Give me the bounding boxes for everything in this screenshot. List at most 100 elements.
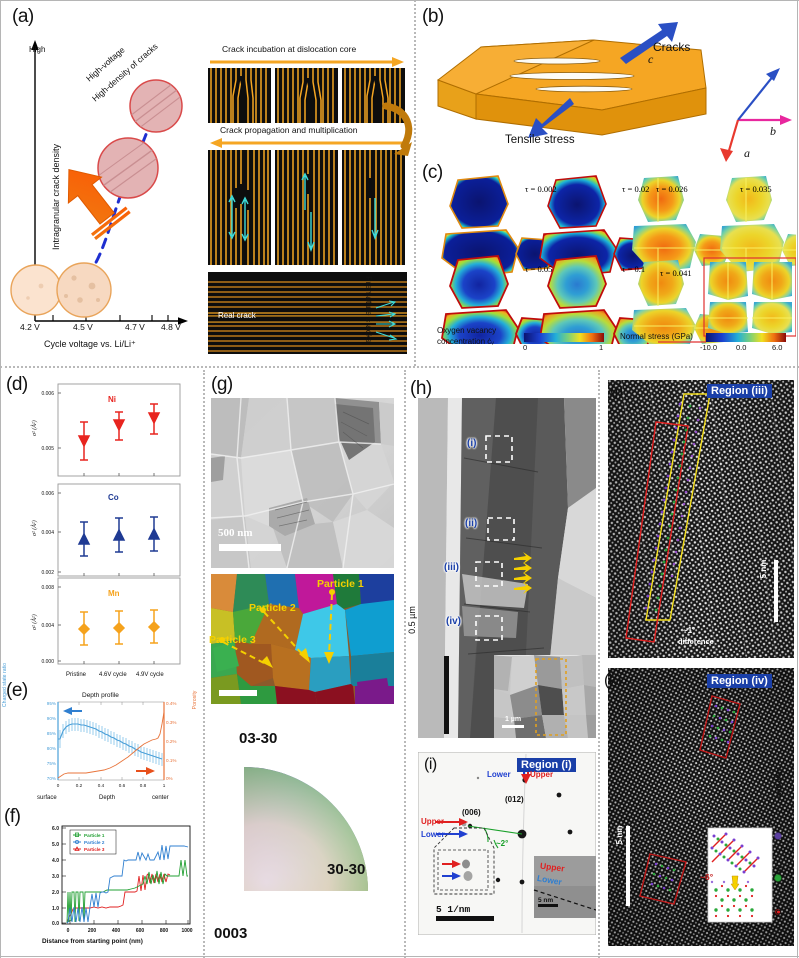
svg-text:0.4%: 0.4% — [166, 701, 176, 706]
panel-i-upper-label-top: Upper — [530, 770, 554, 779]
panel-h-inset — [494, 655, 596, 738]
panel-a-schematic-mid-title: Crack propagation and multiplication — [220, 125, 358, 135]
panel-i-diffraction — [418, 752, 596, 935]
panel-a-arrow-left — [210, 138, 404, 148]
panel-i-spot-012-label: (012) — [505, 795, 524, 804]
panel-e-chart: 95%90%85% 80%75%70% 0.4%0.3%0.2% 0.1%0% … — [47, 701, 177, 788]
svg-text:Mn: Mn — [108, 589, 120, 598]
panel-g-particle-2-label: Particle 2 — [249, 602, 296, 614]
panel-c-stress-tick-1: 0.0 — [736, 343, 747, 352]
panel-e-title: Depth profile — [82, 692, 119, 699]
panel-e-y-right-title: Porosity — [192, 690, 198, 710]
panel-d-xtick-1: 4.6V cycle — [99, 672, 127, 678]
svg-text:0.0: 0.0 — [52, 921, 59, 927]
panel-k-region-tag: Region (iv) — [707, 674, 772, 688]
panel-c-vacancy-colorbar — [524, 333, 604, 342]
panel-j-scale-bar-label: 5 nm — [759, 559, 768, 579]
panel-a-xtick-0: 4.2 V — [20, 322, 40, 332]
frame-right — [797, 0, 798, 958]
svg-text:1: 1 — [163, 783, 166, 788]
panel-a-schematic-top-title: Crack incubation at dislocation core — [222, 44, 357, 54]
svg-text:70%: 70% — [47, 776, 56, 781]
svg-text:0.000: 0.000 — [41, 659, 54, 665]
panel-d-chart: 0.006 0.005 σ² (Å²) Ni 0.006 0.004 0.00 — [30, 383, 181, 665]
panel-i-lower-label-top: Lower — [487, 770, 511, 779]
panel-a-plot — [10, 40, 188, 325]
divider-vertical-top — [414, 0, 416, 366]
svg-text:0.002: 0.002 — [41, 570, 54, 576]
divider-vertical-right — [598, 370, 600, 958]
svg-text:95%: 95% — [47, 701, 56, 706]
svg-text:0.006: 0.006 — [41, 391, 54, 397]
panel-d-xtick-0: Pristine — [66, 672, 87, 678]
panel-i-region-tag: Region (i) — [517, 758, 576, 772]
panel-f-label: (f) — [4, 806, 21, 827]
panel-b-axis-a-label: a — [744, 146, 750, 160]
panel-c-vacancy-max: 1 — [599, 343, 604, 352]
panel-g-particle-1-label: Particle 1 — [317, 578, 364, 590]
svg-text:0%: 0% — [166, 776, 173, 781]
panel-c-tau-1: τ = 0.02 — [622, 184, 650, 194]
panel-i-inset-scale-bar-label: 5 nm — [538, 897, 554, 904]
panel-g-tem-image — [211, 398, 394, 568]
svg-text:Particle 3: Particle 3 — [84, 847, 105, 852]
panel-c-tau-3: τ = 0.1 — [622, 264, 646, 274]
frame-top — [0, 0, 799, 1]
panel-j-annotation-line1: ~1° — [683, 626, 696, 635]
svg-text:0.004: 0.004 — [41, 623, 54, 629]
panel-j-hrtem — [608, 380, 794, 658]
panel-a-y-top-label: High — [29, 45, 46, 54]
svg-text:σ² (Å²): σ² (Å²) — [30, 520, 38, 536]
panel-h-region-i-label: (i) — [467, 438, 477, 449]
panel-a-loop-arrow — [382, 102, 412, 156]
panel-g-particle-3-label: Particle 3 — [209, 634, 256, 646]
panel-c-vacancy-min: 0 — [523, 343, 528, 352]
panel-h-region-ii-label: (ii) — [465, 518, 478, 529]
svg-text:75%: 75% — [47, 761, 56, 766]
panel-a-xtick-2: 4.7 V — [125, 322, 145, 332]
panel-j-label: (j) — [610, 382, 623, 399]
panel-j-annotation-line2: difference — [678, 637, 714, 646]
panel-i-label: (i) — [424, 756, 437, 773]
svg-text:400: 400 — [112, 928, 121, 934]
panel-g-ipf-top-label: 03-30 — [239, 730, 278, 747]
svg-text:0.1%: 0.1% — [166, 758, 176, 763]
panel-e-x-right-label: center — [152, 795, 169, 801]
panel-k-legend-o-label: O — [776, 909, 783, 915]
svg-text:Co: Co — [108, 493, 119, 502]
panel-e-y-left-title: Charged state ratio — [2, 662, 8, 708]
svg-text:800: 800 — [160, 928, 169, 934]
frame-left — [0, 0, 1, 958]
panel-b-schematic — [436, 22, 792, 162]
svg-text:3.0: 3.0 — [52, 874, 59, 880]
panel-c-simulations — [441, 175, 796, 344]
panel-a-y-axis-title: Intragranular crack density — [51, 143, 61, 251]
panel-h-label: (h) — [410, 378, 432, 399]
panel-k-legend-li-label: Li — [776, 866, 783, 874]
svg-text:0: 0 — [57, 783, 60, 788]
panel-i-lower-label: Lower — [421, 830, 445, 839]
panel-c-stress-tick-0: -10.0 — [700, 343, 718, 352]
divider-vertical-mid-left — [203, 370, 205, 958]
panel-k-hrtem — [608, 668, 794, 946]
panel-c-tau-4: τ = 0.026 — [656, 184, 688, 194]
svg-text:1000: 1000 — [181, 928, 192, 934]
panel-a-schematic-propagation — [208, 150, 405, 265]
svg-text:Particle 2: Particle 2 — [84, 840, 105, 845]
svg-text:80%: 80% — [47, 746, 56, 751]
svg-text:0.006: 0.006 — [41, 491, 54, 497]
panel-i-scale-bar-label: 5 1/nm — [436, 904, 471, 915]
svg-text:5.0: 5.0 — [52, 842, 59, 848]
panel-c-tau-5: τ = 0.035 — [740, 184, 772, 194]
panel-c-stress-tick-2: 6.0 — [772, 343, 783, 352]
panel-g-ipf-legend — [244, 767, 368, 891]
svg-text:0.005: 0.005 — [41, 446, 54, 452]
panel-k-scale-bar-label: 5 nm — [615, 825, 624, 845]
panel-f-x-title: Distance from starting point (nm) — [42, 938, 143, 945]
panel-g-ipf-right-label: 30-30 — [327, 861, 366, 878]
divider-horizontal-top — [0, 366, 799, 368]
panel-a-xtick-3: 4.8 V — [161, 322, 181, 332]
svg-text:0.6: 0.6 — [119, 783, 126, 788]
panel-d-label: (d) — [6, 374, 28, 395]
panel-h-inset-scale-bar-label: 1 µm — [505, 716, 522, 723]
